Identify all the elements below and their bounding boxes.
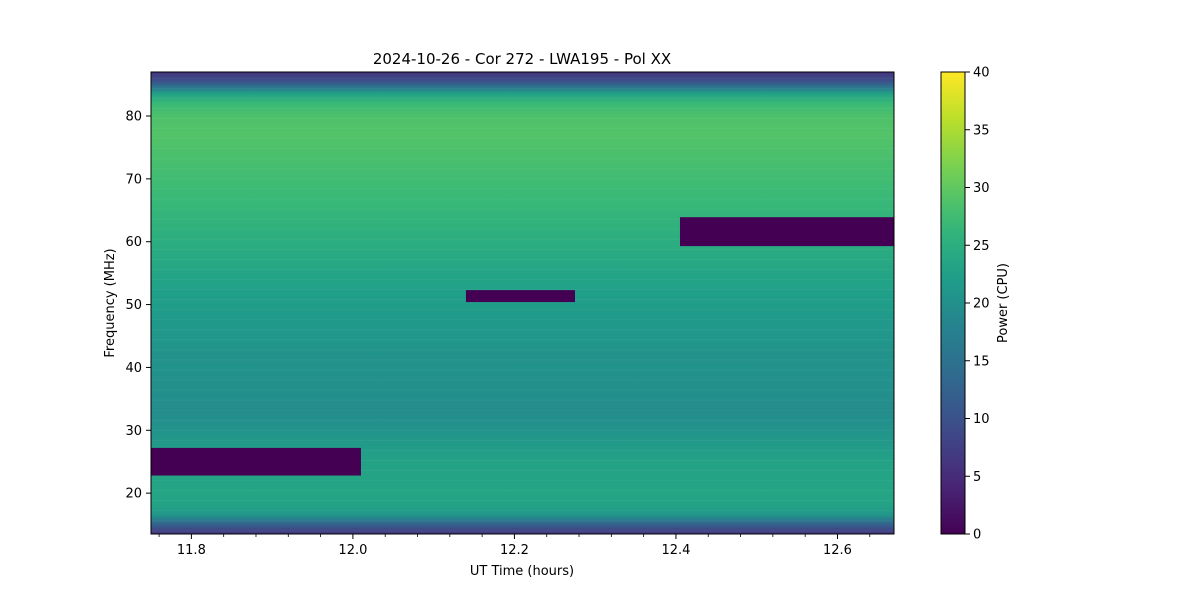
y-axis: 20 30 40 50 60 70 80 bbox=[125, 110, 151, 502]
y-axis-label: Frequency (MHz) bbox=[103, 248, 118, 357]
y-tick-label: 30 bbox=[125, 424, 142, 439]
masked-region bbox=[465, 290, 575, 303]
chart-title: 2024-10-26 - Cor 272 - LWA195 - Pol XX bbox=[373, 50, 671, 68]
x-tick-label: 12.4 bbox=[661, 543, 690, 558]
x-tick-label: 11.8 bbox=[177, 543, 206, 558]
y-tick-label: 20 bbox=[125, 487, 142, 502]
masked-region bbox=[679, 217, 894, 247]
colorbar-label: Power (CPU) bbox=[996, 263, 1011, 343]
colorbar-tick-label: 35 bbox=[973, 123, 990, 138]
x-tick-label: 12.6 bbox=[823, 543, 852, 558]
colorbar-tick-label: 0 bbox=[973, 528, 981, 543]
masked-region bbox=[151, 447, 361, 476]
colorbar-ticks: 0 5 10 15 20 25 30 35 40 bbox=[965, 66, 990, 543]
colorbar-tick-label: 5 bbox=[973, 470, 981, 485]
y-tick-label: 70 bbox=[125, 172, 142, 187]
x-tick-label: 12.0 bbox=[338, 543, 367, 558]
x-axis-label: UT Time (hours) bbox=[470, 564, 574, 579]
y-tick-label: 40 bbox=[125, 361, 142, 376]
y-tick-label: 80 bbox=[125, 110, 142, 125]
plot-frame bbox=[150, 71, 895, 535]
colorbar-tick-label: 20 bbox=[973, 297, 990, 312]
colorbar-tick-label: 25 bbox=[973, 239, 990, 254]
masked-regions bbox=[151, 217, 894, 476]
y-tick-label: 60 bbox=[125, 235, 142, 250]
y-tick-label: 50 bbox=[125, 298, 142, 313]
colorbar-tick-label: 30 bbox=[973, 181, 990, 196]
x-tick-label: 12.2 bbox=[500, 543, 529, 558]
colorbar-ramp bbox=[941, 72, 965, 534]
x-axis: 11.8 12.0 12.2 12.4 12.6 bbox=[158, 534, 871, 558]
colorbar-tick-label: 10 bbox=[973, 412, 990, 427]
plot-area bbox=[150, 71, 895, 535]
colorbar: 0 5 10 15 20 25 30 35 40 Power (CPU) bbox=[940, 66, 1011, 543]
colorbar-tick-label: 15 bbox=[973, 354, 990, 369]
colorbar-tick-label: 40 bbox=[973, 66, 990, 81]
